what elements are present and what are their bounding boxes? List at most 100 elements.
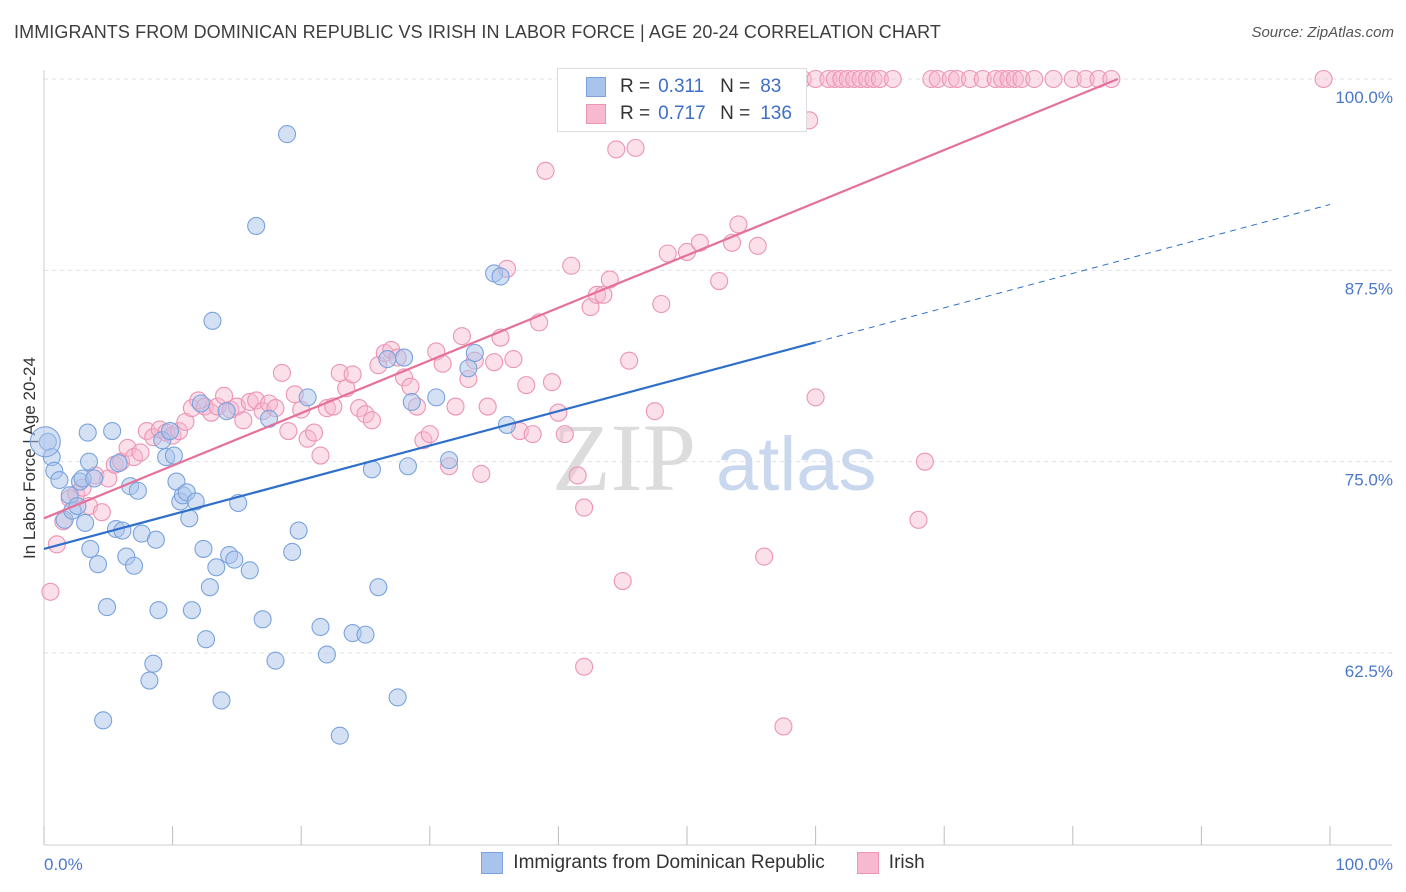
legend-n-label: N =: [720, 76, 751, 97]
dominican-point: [78, 423, 97, 442]
dominican-point: [149, 601, 168, 620]
irish-point: [452, 327, 472, 346]
irish-point: [645, 402, 664, 421]
irish-point: [755, 547, 774, 566]
irish-point: [729, 215, 748, 234]
legend-swatch-pink: [856, 852, 879, 874]
irish-point: [613, 572, 632, 591]
dominican-point: [182, 601, 201, 620]
irish-point: [845, 69, 864, 89]
legend-label-irish: Irish: [888, 852, 925, 873]
irish-point: [1314, 69, 1333, 89]
irish-point: [986, 69, 1005, 89]
dominican-trend-projection: [815, 204, 1331, 343]
dominican-point: [311, 617, 330, 637]
irish-point: [909, 510, 928, 529]
legend-swatch-blue: [481, 852, 504, 874]
irish-point: [915, 452, 934, 471]
dominican-point: [217, 402, 236, 421]
irish-point: [41, 582, 60, 601]
irish-point: [234, 411, 253, 430]
legend-item-dominican[interactable]: Immigrants from Dominican Republic: [481, 852, 825, 874]
dominican-point: [253, 610, 272, 629]
watermark-atlas: atlas: [716, 422, 877, 507]
legend-n-value: 136: [760, 103, 792, 124]
dominican-point: [79, 452, 99, 471]
irish-point: [472, 464, 491, 483]
irish-trend-line: [43, 77, 1119, 520]
legend-swatch-blue: [586, 77, 606, 97]
irish-point: [1025, 69, 1044, 89]
dominican-point: [388, 688, 407, 707]
irish-point: [838, 69, 857, 89]
dominican-point: [128, 481, 147, 500]
dominican-point: [283, 542, 302, 562]
irish-point: [420, 425, 439, 444]
irish-point: [658, 244, 677, 263]
irish-point: [825, 69, 844, 89]
watermark: ZIP atlas: [552, 404, 877, 511]
irish-point: [1063, 69, 1082, 89]
dominican-point: [212, 691, 231, 710]
legend-r-label: R =: [620, 103, 651, 124]
y-tick-label: 100.0%: [1335, 88, 1393, 107]
irish-point: [626, 138, 645, 157]
legend-r-label: R =: [620, 76, 651, 97]
irish-point: [240, 392, 259, 412]
irish-point: [948, 69, 967, 89]
irish-point: [864, 69, 883, 89]
legend-row-dominican: R = 0.311 N = 83: [586, 74, 781, 100]
irish-point: [343, 365, 362, 384]
dominican-point: [395, 348, 414, 367]
dominican-point: [427, 388, 446, 407]
dominican-point: [378, 350, 397, 369]
dominican-point: [465, 343, 484, 363]
irish-point: [652, 294, 671, 314]
dominican-point: [160, 422, 180, 441]
irish-point: [1005, 69, 1024, 89]
dominican-point: [225, 550, 244, 569]
dominican-points: [29, 71, 722, 745]
dominican-point: [196, 630, 216, 649]
dominican-point: [289, 521, 308, 540]
dominican-point: [440, 451, 459, 470]
irish-point: [774, 717, 793, 736]
legend-r-value: 0.717: [658, 103, 706, 124]
legend-n-label: N =: [720, 103, 751, 124]
irish-point: [922, 69, 941, 89]
legend-r-value: 0.311: [658, 76, 705, 97]
dominican-point: [247, 216, 266, 235]
dominican-point: [186, 492, 205, 511]
y-tick-label: 87.5%: [1345, 279, 1393, 298]
watermark-zip: ZIP: [552, 404, 696, 511]
irish-point: [562, 256, 581, 275]
x-tick-labels: 0.0% 100.0%: [44, 855, 1393, 874]
irish-point: [555, 425, 574, 444]
legend-row-irish: R = 0.717 N = 136: [586, 101, 792, 127]
dominican-point: [369, 578, 388, 597]
dominican-point: [97, 598, 117, 617]
irish-point: [941, 69, 960, 89]
source-credit: Source: ZipAtlas.com: [1251, 24, 1394, 41]
irish-point: [690, 233, 709, 252]
irish-point: [362, 411, 381, 430]
irish-point: [446, 397, 465, 416]
irish-point: [600, 270, 619, 289]
irish-points: [41, 69, 1333, 736]
irish-point: [851, 69, 870, 89]
irish-point: [401, 377, 420, 396]
irish-point: [568, 466, 587, 485]
dominican-point: [85, 469, 104, 488]
irish-point: [279, 422, 298, 441]
irish-point: [272, 363, 291, 382]
dominican-point: [50, 470, 69, 490]
irish-point: [124, 448, 144, 467]
y-tick-labels: 100.0% 87.5% 75.0% 62.5%: [1335, 88, 1393, 681]
dominican-point: [94, 711, 113, 730]
dominican-point: [124, 556, 144, 575]
legend-item-irish[interactable]: Irish: [856, 852, 925, 874]
irish-point: [748, 236, 767, 255]
dominican-point: [200, 578, 219, 597]
irish-point: [92, 503, 111, 522]
